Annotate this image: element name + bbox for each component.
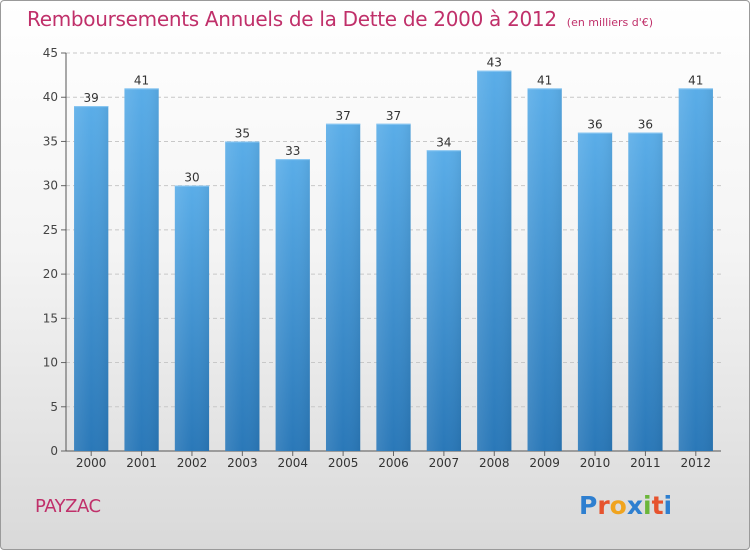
logo-letter: P — [579, 491, 598, 520]
data-label: 36 — [587, 118, 602, 132]
bar-sheen — [174, 185, 210, 451]
title-block: Remboursements Annuels de la Dette de 20… — [27, 7, 653, 31]
logo-letter: t — [651, 491, 664, 520]
data-label: 41 — [688, 73, 703, 87]
x-tick-label: 2006 — [378, 456, 409, 470]
bar-sheen — [325, 123, 361, 451]
x-tick-label: 2001 — [126, 456, 157, 470]
bar-sheen — [577, 132, 613, 451]
data-label: 41 — [134, 73, 149, 87]
logo-letter: i — [663, 491, 673, 520]
bar-sheen — [678, 88, 713, 451]
y-tick-label: 20 — [43, 267, 58, 281]
bar-sheen — [477, 70, 512, 451]
data-label: 33 — [285, 144, 300, 158]
x-tick-label: 2005 — [328, 456, 359, 470]
data-labels: 39 41 30 35 33 37 37 34 43 41 36 36 41 — [84, 56, 704, 185]
data-label: 36 — [638, 118, 653, 132]
x-tick-label: 2008 — [479, 456, 510, 470]
bar-sheen — [376, 123, 411, 451]
data-label: 39 — [84, 91, 99, 105]
x-tick-label: 2009 — [529, 456, 560, 470]
bar-sheen — [225, 141, 260, 451]
bar-sheen — [628, 132, 663, 451]
bar-sheen — [74, 106, 109, 452]
y-tick-label: 10 — [43, 356, 58, 370]
commune-name: PAYZAC — [35, 496, 101, 517]
bar-sheen — [124, 88, 159, 451]
y-tick-label: 5 — [50, 400, 58, 414]
chart-title: Remboursements Annuels de la Dette de 20… — [27, 7, 557, 31]
bars — [74, 70, 713, 452]
y-tick-label: 35 — [43, 134, 58, 148]
data-label: 41 — [537, 73, 552, 87]
x-tick-label: 2007 — [429, 456, 460, 470]
x-tick-label: 2000 — [76, 456, 107, 470]
proxiti-logo: Proxiti — [579, 491, 672, 520]
chart-unit: (en milliers d'€) — [566, 16, 654, 29]
data-label: 43 — [487, 56, 502, 70]
x-tick-label: 2011 — [630, 456, 661, 470]
data-label: 37 — [386, 109, 401, 123]
bar-sheen — [527, 88, 562, 451]
x-tick-label: 2003 — [227, 456, 258, 470]
data-label: 37 — [335, 109, 350, 123]
x-tick-label: 2012 — [681, 456, 712, 470]
data-label: 34 — [436, 135, 451, 149]
logo-letter: r — [597, 491, 610, 520]
logo-letter: o — [609, 491, 627, 520]
x-tick-label: 2010 — [580, 456, 611, 470]
y-tick-label: 25 — [43, 223, 58, 237]
x-tick-label: 2002 — [177, 456, 208, 470]
x-tick-label: 2004 — [277, 456, 308, 470]
y-tick-label: 0 — [50, 444, 58, 458]
bar-sheen — [426, 150, 462, 452]
data-label: 35 — [235, 126, 250, 140]
data-label: 30 — [184, 171, 199, 185]
logo-letter: x — [626, 491, 643, 520]
y-tick-label: 15 — [43, 311, 58, 325]
logo-letter: i — [643, 491, 652, 520]
bar-sheen — [275, 159, 310, 451]
y-tick-label: 40 — [43, 90, 58, 104]
y-tick-label: 30 — [43, 179, 58, 193]
y-tick-label: 45 — [43, 46, 58, 60]
